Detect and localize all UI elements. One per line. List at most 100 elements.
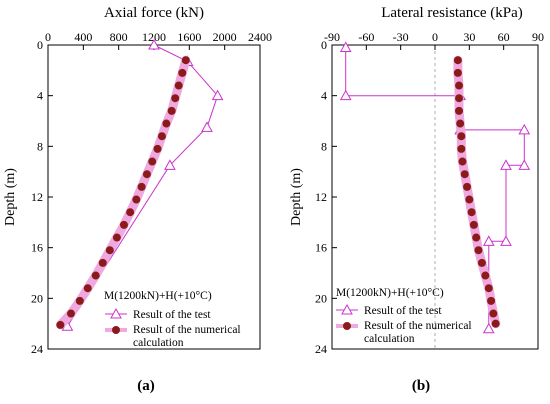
chart-a-title: Axial force (kN) — [104, 5, 204, 21]
data-point-calc — [472, 233, 481, 242]
data-point-calc — [132, 195, 141, 204]
chart-b-panel-label: (b) — [412, 378, 430, 394]
data-point-calc — [455, 106, 464, 115]
chart-axial-force: Axial force (kN) Depth (m) 0 400 800 1200 16… — [3, 5, 272, 394]
data-point-test — [339, 89, 352, 101]
legend-a-test-label: Result of the test — [133, 309, 211, 321]
data-point-calc — [157, 132, 166, 141]
data-point-calc — [112, 233, 121, 242]
data-point-test — [211, 89, 224, 101]
legend-a-calc-label-2: calculation — [133, 337, 184, 349]
y-tick-label: 16 — [31, 241, 43, 255]
y-tick-label: 8 — [321, 139, 327, 153]
data-point-calc — [477, 258, 486, 267]
data-point-test — [201, 121, 213, 132]
series-calc-band — [55, 55, 191, 330]
x-tick-label: 90 — [532, 30, 544, 44]
data-point-calc — [181, 56, 190, 65]
x-tick-label: 60 — [498, 30, 510, 44]
y-tick-label: 0 — [321, 38, 327, 52]
data-point-test — [164, 159, 176, 170]
y-tick-label: 12 — [31, 190, 43, 204]
legend-a-calc-marker — [112, 326, 120, 334]
chart-b-series — [339, 41, 531, 334]
x-tick-label: 0 — [432, 30, 438, 44]
y-tick-label: 24 — [31, 342, 43, 356]
x-tick-label: 30 — [463, 30, 475, 44]
series-calc-band — [453, 55, 501, 329]
y-tick-label: 4 — [321, 89, 327, 103]
y-tick-label: 4 — [37, 89, 43, 103]
data-point-calc — [467, 208, 476, 217]
data-point-test — [500, 235, 512, 246]
chart-b-legend: Result of the test Result of the numeric… — [336, 303, 472, 345]
chart-a-panel-label: (a) — [137, 378, 155, 394]
data-point-calc — [98, 258, 107, 267]
legend-a-calc-label-1: Result of the numerical — [133, 324, 241, 336]
data-point-calc — [453, 68, 462, 77]
data-point-calc — [167, 106, 176, 115]
x-tick-label: 1200 — [142, 30, 166, 44]
data-point-calc — [481, 271, 490, 280]
chart-b-annotation: M(1200kN)+H(+10°C) — [336, 287, 444, 299]
x-tick-label: 800 — [110, 30, 128, 44]
chart-a-ylabel: Depth (m) — [3, 168, 18, 226]
chart-b-ticks: -90 -60 -30 0 30 60 90 0 4 8 12 16 20 24 — [315, 30, 544, 356]
chart-a-legend: Result of the test Result of the numeric… — [105, 307, 241, 349]
data-point-calc — [491, 319, 500, 328]
data-point-calc — [489, 309, 498, 318]
legend-b-test-label: Result of the test — [364, 305, 442, 317]
data-point-calc — [484, 284, 493, 293]
data-point-calc — [56, 320, 65, 329]
data-point-calc — [465, 195, 474, 204]
data-point-calc — [469, 220, 478, 229]
data-point-calc — [456, 119, 465, 128]
data-point-calc — [487, 296, 496, 305]
x-tick-label: 0 — [45, 30, 51, 44]
data-point-calc — [153, 144, 162, 153]
data-point-calc — [162, 119, 171, 128]
data-point-test — [339, 41, 352, 53]
data-point-calc — [148, 157, 157, 166]
x-tick-label: 2400 — [248, 30, 272, 44]
data-point-calc — [174, 81, 183, 90]
data-point-calc — [458, 157, 467, 166]
chart-lateral-resistance: Lateral resistance (kPa) Depth (m) -90 -6… — [289, 5, 544, 394]
data-point-calc — [460, 170, 469, 179]
legend-b-calc-label-2: calculation — [364, 333, 415, 345]
data-point-calc — [455, 81, 464, 90]
data-point-calc — [457, 144, 466, 153]
data-point-calc — [105, 246, 114, 255]
legend-b-test-marker — [341, 303, 353, 315]
x-tick-label: -90 — [324, 30, 340, 44]
y-tick-label: 12 — [315, 190, 327, 204]
y-tick-label: 16 — [315, 241, 327, 255]
x-tick-label: 400 — [74, 30, 92, 44]
y-tick-label: 0 — [37, 38, 43, 52]
chart-b-title: Lateral resistance (kPa) — [381, 5, 523, 21]
data-point-calc — [474, 246, 483, 255]
data-point-calc — [457, 132, 466, 141]
y-tick-label: 20 — [315, 291, 327, 305]
data-point-test — [518, 159, 531, 170]
data-point-calc — [66, 309, 75, 318]
data-point-calc — [91, 271, 100, 280]
chart-a-series — [55, 38, 224, 331]
legend-b-calc-label-1: Result of the numerical — [364, 320, 472, 332]
data-point-test — [482, 322, 495, 334]
data-point-calc — [137, 182, 146, 191]
data-point-calc — [453, 56, 462, 65]
legend-a-test-marker — [110, 307, 122, 319]
chart-b-ylabel: Depth (m) — [289, 168, 304, 226]
data-point-test — [482, 235, 495, 246]
data-point-test — [500, 159, 512, 170]
legend-b-calc-marker — [343, 322, 351, 330]
data-point-calc — [126, 208, 135, 217]
data-point-calc — [142, 170, 151, 179]
series-test-line — [345, 47, 525, 329]
y-tick-label: 24 — [315, 342, 327, 356]
data-point-calc — [463, 182, 472, 191]
y-tick-label: 20 — [31, 291, 43, 305]
data-point-calc — [178, 68, 187, 77]
data-point-calc — [171, 94, 180, 103]
